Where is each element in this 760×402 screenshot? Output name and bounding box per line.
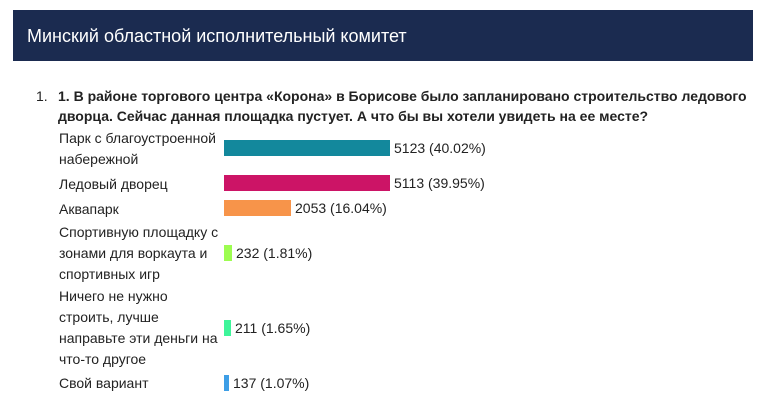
answer-bar xyxy=(224,200,291,216)
answer-label: Парк с благоустроенной набережной xyxy=(59,130,216,167)
answer-value: 5113 (39.95%) xyxy=(394,175,485,191)
answer-label: Аквапарк xyxy=(59,201,119,217)
answer-bar xyxy=(224,140,390,156)
answer-value: 137 (1.07%) xyxy=(233,375,310,391)
answer-label: Спортивную площадку с зонами для воркаут… xyxy=(59,224,219,282)
answer-value: 232 (1.81%) xyxy=(236,245,313,261)
page-header: Минский областной исполнительный комитет xyxy=(13,10,753,61)
answer-bar xyxy=(224,375,229,391)
answer-value: 2053 (16.04%) xyxy=(295,200,387,216)
question-text: 1. В районе торгового центра «Корона» в … xyxy=(58,88,747,124)
answer-bar xyxy=(224,175,390,191)
answer-label: Ничего не нужно строить, лучше направьте… xyxy=(59,288,218,367)
answer-value: 211 (1.65%) xyxy=(235,320,311,336)
answer-value: 5123 (40.02%) xyxy=(394,140,486,156)
header-title: Минский областной исполнительный комитет xyxy=(27,26,407,46)
question-number: 1. xyxy=(36,88,48,104)
answer-label: Свой вариант xyxy=(59,375,149,391)
answer-bar xyxy=(224,320,231,336)
answer-label: Ледовый дворец xyxy=(59,176,168,192)
answer-bar xyxy=(224,245,232,261)
